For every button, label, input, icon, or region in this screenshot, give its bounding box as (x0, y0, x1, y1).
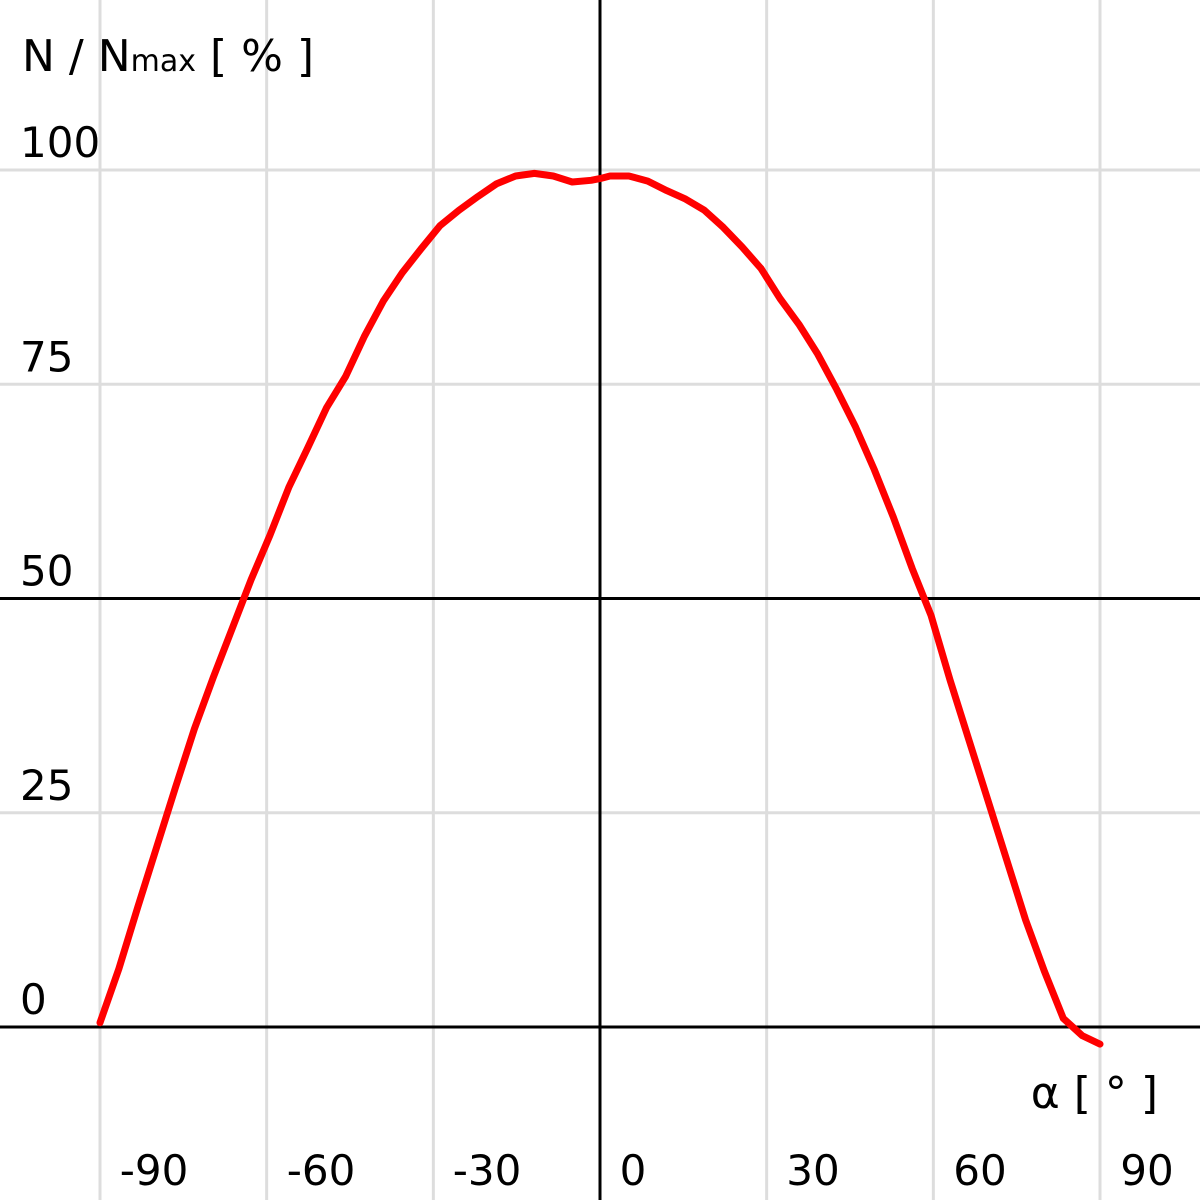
x-tick-label: -30 (453, 1146, 522, 1195)
y-axis-title: N / Nmax [ % ] (22, 31, 314, 82)
tick-labels: 0 25 50 75 100 -90 -60 -30 0 30 60 90 (20, 118, 1174, 1195)
y-tick-label: 75 (20, 332, 73, 381)
x-tick-label: 0 (620, 1146, 647, 1195)
series-layer (96, 169, 1104, 1048)
y-tick-label: 25 (20, 761, 73, 810)
x-tick-label: -90 (120, 1146, 189, 1195)
y-tick-label: 100 (20, 118, 100, 167)
x-axis-title: α [ ° ] (1031, 1068, 1158, 1119)
y-tick-label: 50 (20, 547, 73, 596)
series-line (96, 169, 1104, 1048)
x-tick-label: 30 (786, 1146, 839, 1195)
x-tick-label: -60 (287, 1146, 356, 1195)
y-tick-label: 0 (20, 975, 47, 1024)
x-tick-label: 90 (1120, 1146, 1173, 1195)
x-tick-label: 60 (953, 1146, 1006, 1195)
